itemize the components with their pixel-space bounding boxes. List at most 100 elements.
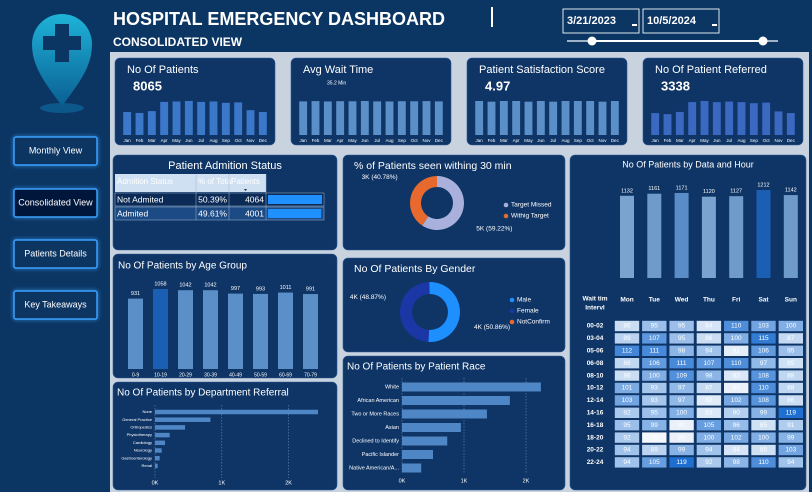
donut-label: 5K (59.22%): [476, 225, 512, 232]
kpi-bar: [422, 101, 431, 135]
kpi-bar: [385, 101, 394, 135]
heat-value: 93: [651, 397, 659, 404]
y-tick-label: General Practice: [122, 417, 153, 422]
kpi-bar: [651, 113, 660, 135]
heat-cell: [668, 406, 695, 419]
table-cell: 4001: [245, 208, 264, 218]
month-label: Jun: [361, 138, 369, 143]
heat-cell: [696, 357, 722, 370]
heat-cell: [641, 332, 668, 345]
table-cell: 50.39%: [198, 194, 227, 204]
data-label: 1127: [730, 189, 742, 195]
month-label: Aug: [209, 138, 218, 143]
bar: [155, 440, 166, 446]
legend-dot: [509, 308, 515, 314]
kpi-bar: [524, 101, 533, 135]
heat-value: 100: [676, 410, 687, 417]
heat-value: 103: [758, 323, 769, 330]
nav-button[interactable]: [13, 188, 98, 218]
kpi-bar: [172, 101, 181, 135]
nav-button[interactable]: [13, 239, 98, 269]
heat-value: 100: [758, 434, 769, 441]
kpi-bar: [512, 101, 521, 135]
heat-value: 109: [676, 372, 687, 379]
kpi-bar: [586, 101, 595, 135]
bar: [402, 450, 433, 459]
heat-value: 106: [649, 360, 660, 367]
month-label: Feb: [664, 138, 672, 143]
month-label: Oct: [763, 138, 771, 143]
month-label: Aug: [385, 138, 394, 143]
month-label: Sep: [398, 138, 407, 143]
nav-button[interactable]: [13, 136, 98, 166]
month-label: Sep: [574, 138, 583, 143]
month-label: Aug: [561, 138, 570, 143]
x-tick-label: 0-9: [132, 372, 139, 378]
kpi-bar: [258, 112, 267, 135]
row-label: 10-12: [587, 385, 604, 392]
day-label: Fri: [732, 297, 741, 304]
legend-dot: [503, 213, 509, 219]
kpi-bar: [737, 102, 746, 135]
month-label: Sep: [750, 138, 759, 143]
bar: [155, 455, 160, 461]
data-label: 1142: [785, 188, 797, 194]
kpi-bar: [487, 101, 496, 135]
nav-button[interactable]: [13, 290, 98, 320]
kpi-bar: [348, 101, 357, 135]
y-tick-label: Orthopedics: [130, 424, 152, 429]
heat-value: 119: [676, 459, 687, 466]
month-label: Apr: [161, 138, 169, 143]
legend-label: NotConfirm: [517, 319, 550, 326]
kpi-value: 3338: [661, 78, 690, 93]
legend-label: Male: [517, 297, 531, 304]
kpi-bar: [712, 102, 721, 135]
data-label: 1042: [179, 283, 191, 289]
table-cell: 49.61%: [198, 208, 227, 218]
heat-value: 94: [623, 459, 631, 466]
heat-cell: [723, 444, 750, 456]
heat-value: 95: [623, 422, 631, 429]
panel-title: Patient Admition Status: [168, 160, 282, 172]
bar: [756, 190, 771, 278]
donut-slice: [428, 282, 461, 343]
panel: [112, 381, 338, 491]
kpi-bar: [336, 101, 345, 135]
row-label: 03-04: [587, 335, 604, 342]
heat-value: 95: [787, 348, 795, 355]
table-header-cell: Intervl: [585, 305, 605, 312]
heat-cell: [777, 369, 804, 382]
heat-cell: [668, 419, 695, 432]
date-icon: [632, 24, 637, 26]
kpi-bar: [234, 102, 243, 135]
kpi-bar: [299, 101, 308, 135]
data-label: 1171: [676, 185, 688, 191]
kpi-bar: [123, 112, 132, 135]
bar: [155, 448, 162, 453]
date-input[interactable]: [562, 8, 640, 34]
kpi-bar: [663, 114, 672, 135]
slider-handle[interactable]: [758, 36, 768, 46]
heat-cell: [641, 369, 668, 382]
heat-value: 88: [623, 360, 631, 367]
kpi-bar: [725, 101, 734, 135]
heat-cell: [641, 456, 668, 469]
row-label: 05-06: [587, 348, 604, 355]
kpi-title: Patient Satisfaction Score: [479, 64, 605, 76]
nav-label: Monthly View: [29, 145, 83, 155]
heat-cell: [641, 431, 668, 444]
row-label: 20-22: [587, 447, 604, 454]
heat-cell: [723, 369, 750, 382]
heat-cell: [696, 431, 722, 444]
month-label: Aug: [737, 138, 746, 143]
donut-label: 4K (50.86%): [474, 324, 510, 331]
heat-cell: [641, 406, 668, 419]
slider-handle[interactable]: [587, 36, 597, 46]
data-label: 991: [306, 287, 315, 293]
date-icon: [712, 24, 717, 26]
legend-dot: [509, 297, 515, 303]
date-input[interactable]: [642, 8, 720, 34]
heat-value: 83: [733, 372, 741, 379]
heat-value: 107: [703, 360, 714, 367]
panel-title: No Of Patients by Data and Hour: [622, 159, 754, 169]
